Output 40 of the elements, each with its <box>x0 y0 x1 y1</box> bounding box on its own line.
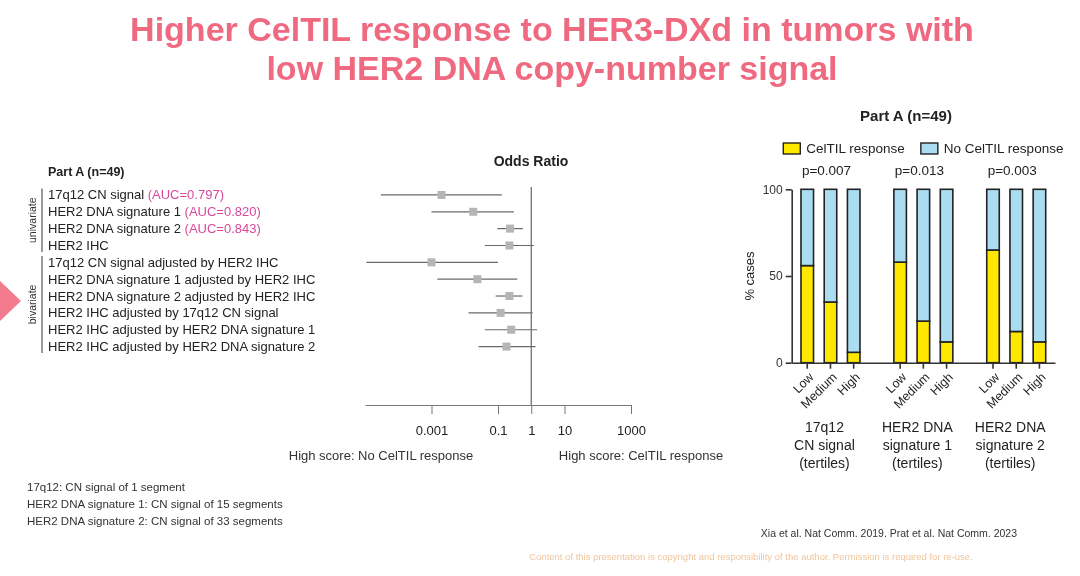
text: bivariate <box>26 284 38 325</box>
text: HER2 DNA signature 2: CN signal of 33 segments <box>27 515 283 527</box>
chart-title: Higher CelTIL response to HER3-DXd in tumors with low HER2 DNA copy-number signal <box>130 10 974 87</box>
text: HER2 DNA signature 1 (tertiles) <box>881 419 954 471</box>
x-tick-label: 0.001 <box>415 423 449 439</box>
text: Xia et al. Nat Comm. 2019. Prat et al. Nat Comm. 2023 <box>760 527 1018 539</box>
y-axis-title: % cases <box>742 250 757 301</box>
y-tick-label: HER2 DNA signature 2 adjusted by HER2 IHC <box>48 288 316 304</box>
text: 17q12: CN signal of 1 segment <box>27 481 186 493</box>
text: HER2 DNA signature 1: CN signal of 15 segments <box>27 498 283 510</box>
text: Content of this presentation is copyright and responsibility of the author. Permission is required for re-use. <box>529 551 973 562</box>
y-tick-label: 0 <box>776 356 784 371</box>
x-tick-label: 1000 <box>617 423 646 439</box>
y-tick-label: HER2 IHC adjusted by HER2 DNA signature 2 <box>48 339 316 355</box>
y-tick-label: HER2 DNA signature 1 adjusted by HER2 IHC <box>48 271 316 287</box>
legend-label: No CelTIL response <box>943 141 1064 156</box>
legend-label: CelTIL response <box>806 141 905 156</box>
text: univariate <box>26 197 38 243</box>
y-tick-label: HER2 IHC adjusted by 17q12 CN signal <box>48 305 279 321</box>
text: HER2 DNA signature 2 (tertiles) <box>974 419 1047 471</box>
y-tick-label: 100 <box>762 182 784 197</box>
x-tick-label: 1 <box>528 423 536 439</box>
text: p=0.003 <box>987 163 1037 178</box>
text: High score: CelTIL response <box>558 448 724 463</box>
y-tick-label: HER2 IHC adjusted by HER2 DNA signature 1 <box>48 322 316 338</box>
chart-title: Part A (n=49) <box>860 107 952 124</box>
y-tick-label: 17q12 CN signal (AUC=0.797) <box>48 187 224 203</box>
x-tick-label: 10 <box>557 423 573 439</box>
y-tick-label: HER2 DNA signature 1 (AUC=0.820) <box>48 204 261 220</box>
y-tick-label: HER2 IHC <box>48 238 109 254</box>
text: Part A (n=49) <box>48 165 125 179</box>
y-tick-label: 50 <box>769 269 784 284</box>
text: 17q12 CN signal (tertiles) <box>794 419 855 471</box>
y-tick-label: HER2 DNA signature 2 (AUC=0.843) <box>48 221 261 237</box>
text: p=0.013 <box>894 163 944 178</box>
text: High score: No CelTIL response <box>288 448 474 463</box>
y-tick-label: 17q12 CN signal adjusted by HER2 IHC <box>48 254 279 270</box>
x-tick-label: 0.1 <box>489 423 508 439</box>
text: p=0.007 <box>801 163 852 178</box>
x-axis-title: Odds Ratio <box>493 153 569 169</box>
